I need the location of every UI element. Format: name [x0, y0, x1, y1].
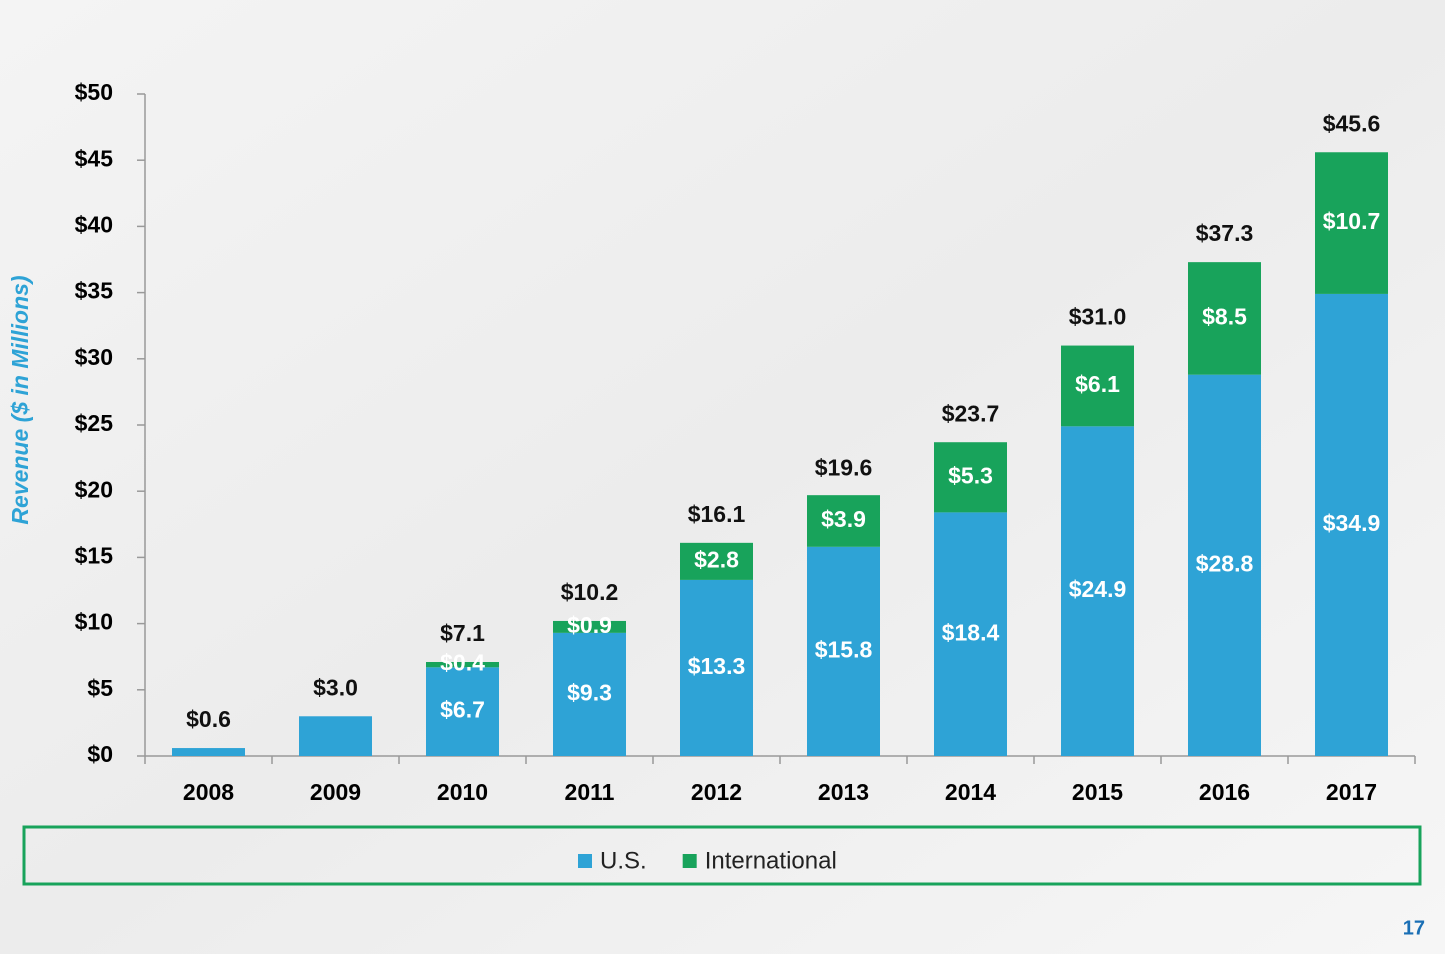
bar-segment [299, 716, 372, 756]
value-label: $15.8 [815, 636, 873, 662]
value-label: $28.8 [1196, 550, 1254, 576]
x-tick-label: 2012 [691, 779, 742, 805]
y-axis-label: Revenue ($ in Millions) [7, 275, 33, 524]
value-label: $8.5 [1202, 303, 1247, 329]
y-tick-label: $15 [75, 542, 114, 568]
x-tick-label: 2009 [310, 779, 361, 805]
total-label: $37.3 [1196, 220, 1254, 246]
value-label: $6.7 [440, 697, 485, 723]
legend-swatch [683, 854, 697, 868]
y-tick-label: $20 [75, 476, 113, 502]
y-tick-label: $30 [75, 344, 113, 370]
y-tick-label: $40 [75, 211, 113, 237]
y-tick-label: $35 [75, 278, 114, 304]
x-tick-label: 2010 [437, 779, 488, 805]
legend-label: International [705, 847, 837, 874]
page-number: 17 [1403, 917, 1425, 939]
total-label: $3.0 [313, 674, 358, 700]
y-tick-label: $45 [75, 145, 114, 171]
value-label: $6.1 [1075, 371, 1120, 397]
x-tick-label: 2014 [945, 779, 996, 805]
x-tick-label: 2008 [183, 779, 234, 805]
total-label: $31.0 [1069, 304, 1127, 330]
value-label: $5.3 [948, 462, 993, 488]
value-label: $0.4 [440, 650, 485, 676]
y-tick-label: $0 [87, 741, 113, 767]
value-label: $13.3 [688, 653, 746, 679]
x-tick-label: 2017 [1326, 779, 1377, 805]
x-tick-label: 2011 [565, 779, 615, 805]
total-label: $16.1 [688, 501, 746, 527]
total-label: $10.2 [561, 579, 619, 605]
x-tick-label: 2015 [1072, 779, 1123, 805]
x-tick-label: 2013 [818, 779, 869, 805]
y-tick-label: $5 [87, 675, 113, 701]
value-label: $2.8 [694, 546, 739, 572]
y-tick-label: $50 [75, 79, 113, 105]
value-label: $24.9 [1069, 576, 1127, 602]
y-tick-label: $25 [75, 410, 114, 436]
bar-segment [172, 748, 245, 756]
total-label: $19.6 [815, 455, 873, 481]
legend-swatch [578, 854, 592, 868]
value-label: $34.9 [1323, 510, 1381, 536]
value-label: $18.4 [942, 619, 1000, 645]
total-label: $23.7 [942, 400, 1000, 426]
value-label: $3.9 [821, 506, 866, 532]
page: Revenue ($ in Millions) 17 $0 $5 $10 $15 $20… [0, 0, 1445, 954]
y-tick-label: $10 [75, 609, 113, 635]
total-label: $45.6 [1323, 110, 1381, 136]
x-tick-label: 2016 [1199, 779, 1250, 805]
value-label: $9.3 [567, 680, 612, 706]
total-label: $7.1 [440, 620, 485, 646]
legend-label: U.S. [600, 847, 647, 874]
value-label: $0.9 [567, 612, 612, 638]
total-label: $0.6 [186, 706, 231, 732]
chart: Revenue ($ in Millions) 17 $0 $5 $10 $15 $20… [0, 0, 1445, 954]
value-label: $10.7 [1323, 208, 1381, 234]
